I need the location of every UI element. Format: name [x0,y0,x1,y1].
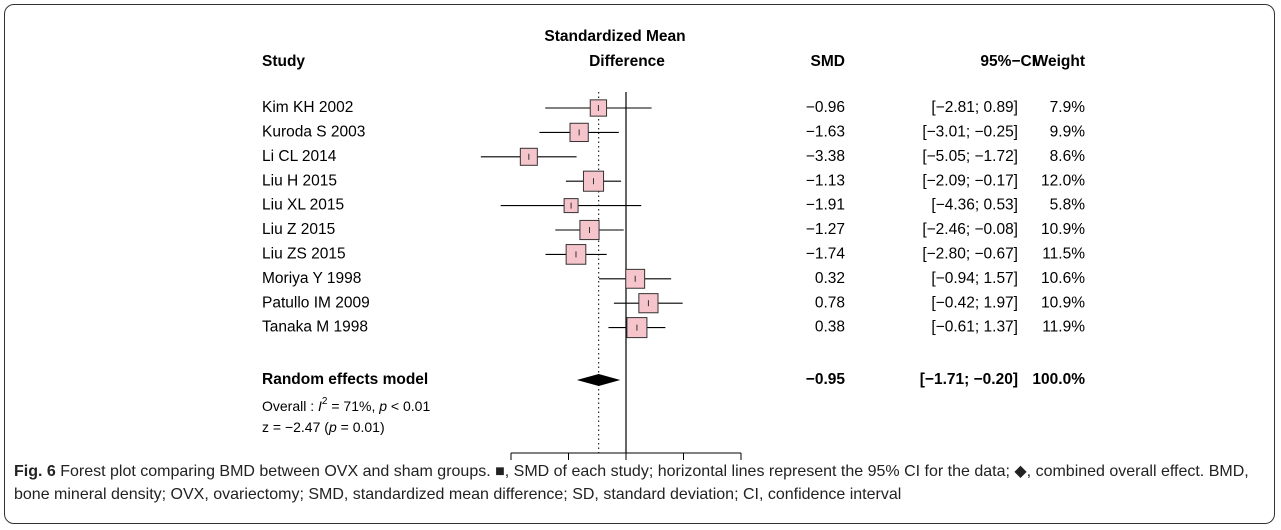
study-label: Tanaka M 1998 [262,319,368,336]
smd-label: 0.38 [815,319,845,336]
test: z = −2.47 (p = 0.01) [262,419,385,435]
study-label: Patullo IM 2009 [262,294,370,311]
ci-label: [−2.80; −0.67] [922,245,1018,262]
ci-label: [−4.36; 0.53] [931,197,1018,214]
heterogeneity-part: p [378,398,387,414]
study-label: Kim KH 2002 [262,99,353,116]
smd-label: −1.63 [806,123,845,140]
ci-label: [−0.61; 1.37] [931,319,1018,336]
heterogeneity-part: I [318,398,322,414]
caption: Fig. 6 Forest plot comparing BMD between… [14,460,1269,506]
weight-label: 8.6% [1050,148,1086,165]
summary-name: Random effects model [262,371,428,388]
heterogeneity-part: 2 [322,396,328,407]
study-label: Liu Z 2015 [262,221,335,238]
weight-label: 7.9% [1050,99,1086,116]
ci-label: [−2.46; −0.08] [922,221,1018,238]
caption-label: Fig. 6 [14,463,56,480]
weight-label: 11.5% [1042,245,1085,262]
header-ci: 95%−CI [980,53,1036,70]
header-study: Study [262,53,305,70]
study-label: Li CL 2014 [262,148,337,165]
smd-label: 0.32 [815,270,845,287]
ci-label: [−2.09; −0.17] [922,172,1018,189]
ci-label: [−0.94; 1.57] [931,270,1018,287]
weight-label: 12.0% [1041,172,1085,189]
weight-label: 11.9% [1042,319,1085,336]
weight-label: 5.8% [1050,197,1086,214]
test-part: z = −2.47 ( [262,419,329,435]
ci-label: [−2.81; 0.89] [931,99,1018,116]
summary-weight: 100.0% [1032,371,1085,388]
heterogeneity-part: < 0.01 [387,398,430,414]
header-plot: Difference [589,53,665,70]
weight-label: 9.9% [1050,123,1086,140]
header-plot: Standardized Mean [544,28,685,45]
test-part: = 0.01) [337,419,385,435]
weight-label: 10.9% [1041,294,1085,311]
summary-smd: −0.95 [806,371,846,388]
smd-label: −1.91 [806,197,845,214]
forest-plot: Study Standardized Mean Difference SMD 95%−C… [262,28,1086,460]
smd-label: −1.27 [806,221,845,238]
ci-label: [−3.01; −0.25] [922,123,1018,140]
study-label: Kuroda S 2003 [262,123,365,140]
figure-frame [4,4,1275,524]
weight-label: 10.9% [1041,221,1085,238]
weight-label: 10.6% [1041,270,1085,287]
study-label: Liu ZS 2015 [262,245,346,262]
header-weight: Weight [1034,53,1085,70]
study-label: Moriya Y 1998 [262,270,361,287]
heterogeneity: Overall : I2 = 71%, p < 0.01 [262,396,430,414]
heterogeneity-part: Overall : [262,398,318,414]
smd-label: −1.74 [806,245,846,262]
test-part: p [328,419,337,435]
ci-label: [−5.05; −1.72] [922,148,1018,165]
header-smd: SMD [811,53,845,70]
study-label: Liu XL 2015 [262,197,344,214]
smd-label: −3.38 [806,148,845,165]
summary-diamond [576,374,621,386]
smd-label: −0.96 [806,99,845,116]
summary-ci: [−1.71; −0.20] [920,371,1018,388]
study-label: Liu H 2015 [262,172,337,189]
smd-label: 0.78 [815,294,845,311]
ci-label: [−0.42; 1.97] [931,294,1018,311]
heterogeneity-part: = 71%, [327,398,379,414]
caption-text: Forest plot comparing BMD between OVX an… [14,463,1249,503]
smd-label: −1.13 [806,172,845,189]
